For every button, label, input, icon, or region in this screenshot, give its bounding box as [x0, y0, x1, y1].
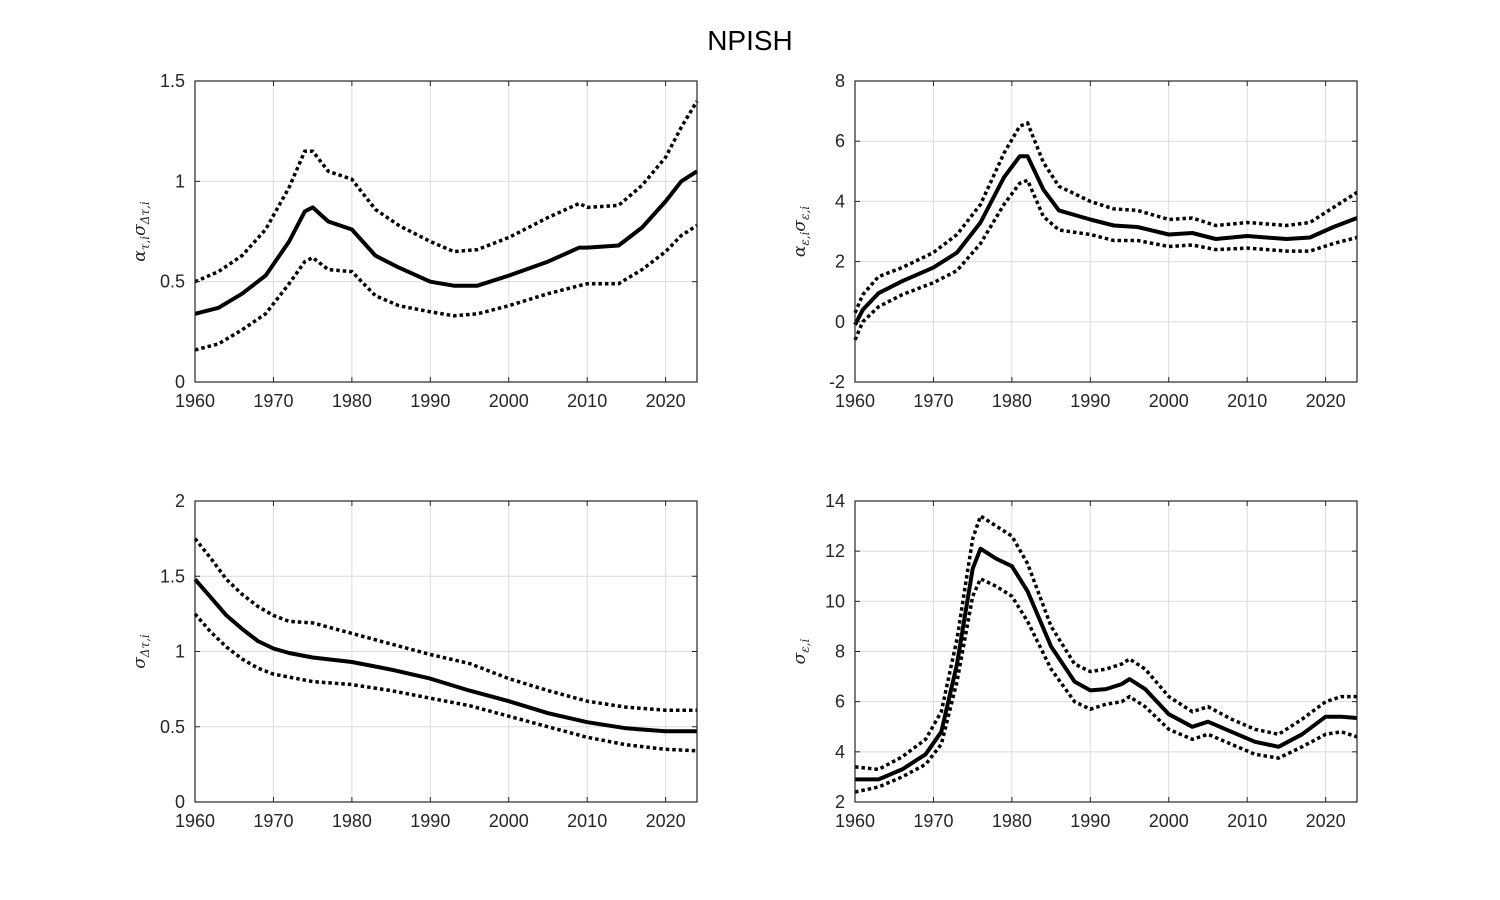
lower-band-line: [854, 576, 1358, 794]
subplot-bottom-right: 1960 1970 1980 1990 2000 2010 2020 2 4 6 8 10 12 14 σε…: [790, 491, 1358, 831]
x-tick-label: 1980: [992, 811, 1032, 831]
y-axis-label: ατ,iσΔτ,i: [130, 201, 152, 262]
x-tick-label: 1990: [410, 391, 450, 411]
y-tick-label: 1: [175, 642, 185, 662]
x-tick-label: 2000: [489, 391, 529, 411]
upper-band-line: [194, 100, 699, 284]
x-tick-label: 1970: [253, 811, 293, 831]
x-tick-label: 1960: [835, 811, 875, 831]
grid: [854, 80, 1357, 383]
y-tick-label: 0.5: [160, 717, 185, 737]
y-tick-label: 8: [835, 71, 845, 91]
x-tick-label: 2000: [1149, 391, 1189, 411]
y-tick-label: 12: [825, 541, 845, 561]
x-tick-label: 1990: [410, 811, 450, 831]
lower-band-line: [194, 224, 698, 352]
y-tick-label: -2: [829, 372, 845, 392]
y-axis-label: αε,iσε,i: [790, 206, 812, 257]
subplot-bottom-left: 1960 1970 1980 1990 2000 2010 2020 0 0.5 1 1.5 2 σΔτ…: [130, 491, 698, 831]
x-tick-label: 2010: [567, 811, 607, 831]
x-tick-label: 1960: [835, 391, 875, 411]
y-tick-label: 4: [835, 742, 845, 762]
median-line: [194, 169, 699, 316]
y-tick-label: 10: [825, 591, 845, 611]
x-tick-label: 1970: [913, 391, 953, 411]
x-tick-label: 2020: [646, 811, 686, 831]
x-tick-label: 2000: [1149, 811, 1189, 831]
y-axis-label: σε,i: [790, 638, 812, 664]
y-tick-label: 14: [825, 491, 845, 511]
x-tick-label: 2020: [1306, 811, 1346, 831]
x-tick-label: 2020: [646, 391, 686, 411]
x-tick-label: 1960: [175, 391, 215, 411]
upper-band-line: [193, 537, 697, 712]
grid: [194, 500, 697, 803]
y-tick-label: 0: [175, 792, 185, 812]
y-tick-label: 2: [835, 252, 845, 272]
x-tick-label: 1970: [253, 391, 293, 411]
upper-band-line: [853, 120, 1358, 314]
median-line: [853, 154, 1358, 326]
x-tick-label: 1980: [992, 391, 1032, 411]
x-tick-label: 1980: [332, 811, 372, 831]
median-line: [855, 546, 1358, 782]
x-tick-label: 1970: [913, 811, 953, 831]
figure-title: NPISH: [707, 25, 793, 56]
x-tick-label: 2000: [489, 811, 529, 831]
y-tick-label: 1.5: [160, 566, 185, 586]
lower-band-line: [853, 178, 1358, 341]
y-tick-label: 6: [835, 131, 845, 151]
y-tick-label: 4: [835, 191, 845, 211]
x-tick-label: 1990: [1070, 391, 1110, 411]
upper-band-line: [854, 513, 1357, 772]
y-tick-label: 1: [175, 171, 185, 191]
x-tick-label: 2010: [567, 391, 607, 411]
x-tick-label: 1960: [175, 811, 215, 831]
y-tick-label: 2: [835, 792, 845, 812]
y-tick-label: 2: [175, 491, 185, 511]
x-tick-label: 2010: [1227, 811, 1267, 831]
y-tick-label: 0: [175, 372, 185, 392]
y-axis-label: σΔτ,i: [130, 634, 152, 669]
y-tick-label: 1.5: [160, 71, 185, 91]
x-tick-label: 2010: [1227, 391, 1267, 411]
grid: [194, 80, 697, 383]
y-tick-label: 6: [835, 692, 845, 712]
subplot-top-right: 1960 1970 1980 1990 2000 2010 2020 -2 0 2 4 6 8 αε,iσ…: [790, 71, 1358, 411]
y-tick-label: 0: [835, 312, 845, 332]
y-tick-label: 8: [835, 642, 845, 662]
y-tick-label: 0.5: [160, 272, 185, 292]
axes-box: [194, 80, 698, 383]
subplot-top-left: 1960 1970 1980 1990 2000 2010 2020 0 0.5 1 1.5 ατ,i…: [130, 71, 699, 411]
x-tick-label: 1990: [1070, 811, 1110, 831]
median-line: [193, 577, 697, 734]
x-tick-label: 2020: [1306, 391, 1346, 411]
axes-box: [854, 80, 1358, 383]
x-tick-label: 1980: [332, 391, 372, 411]
